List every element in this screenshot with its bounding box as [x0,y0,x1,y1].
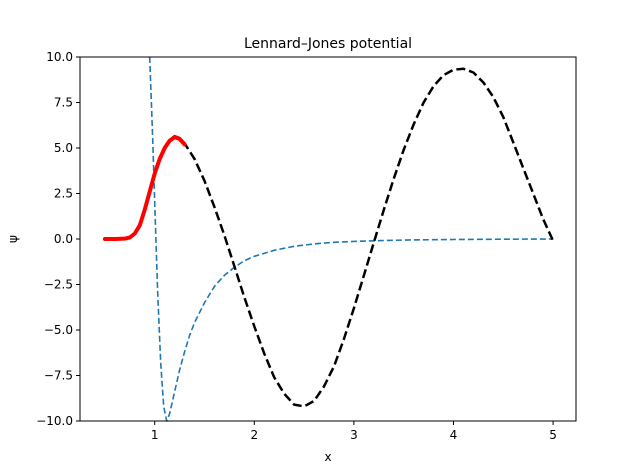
x-tick-label: 3 [350,428,358,442]
wavefunction-curve-red-solid [102,135,187,241]
y-tick-label: 10.0 [46,50,73,64]
plot-area: 1 2 3 4 5 −10.0 −7.5 −5.0 −2.5 0.0 2.5 5.0 7.5 10.0 [36,50,577,442]
x-tick-label: 5 [549,428,557,442]
y-tick-label: 7.5 [54,96,73,110]
potential-curve-blue-dashed [148,56,554,422]
chart-title: Lennard–Jones potential [244,36,412,52]
y-axis-label: ψ [6,235,20,243]
y-tick-label: −5.0 [44,323,73,337]
y-axis-ticks: −10.0 −7.5 −5.0 −2.5 0.0 2.5 5.0 7.5 10.0 [36,50,80,428]
y-tick-label: 0.0 [54,232,73,246]
axes-background [80,57,576,421]
series-layer [102,56,555,422]
y-tick-label: 5.0 [54,141,73,155]
y-tick-label: −10.0 [36,414,73,428]
x-axis-label: x [324,450,331,464]
x-axis-ticks: 1 2 3 4 5 [151,421,557,442]
y-tick-label: −7.5 [44,369,73,383]
y-tick-label: 2.5 [54,187,73,201]
x-tick-label: 4 [450,428,458,442]
y-tick-label: −2.5 [44,278,73,292]
x-tick-label: 2 [250,428,258,442]
x-tick-label: 1 [151,428,159,442]
